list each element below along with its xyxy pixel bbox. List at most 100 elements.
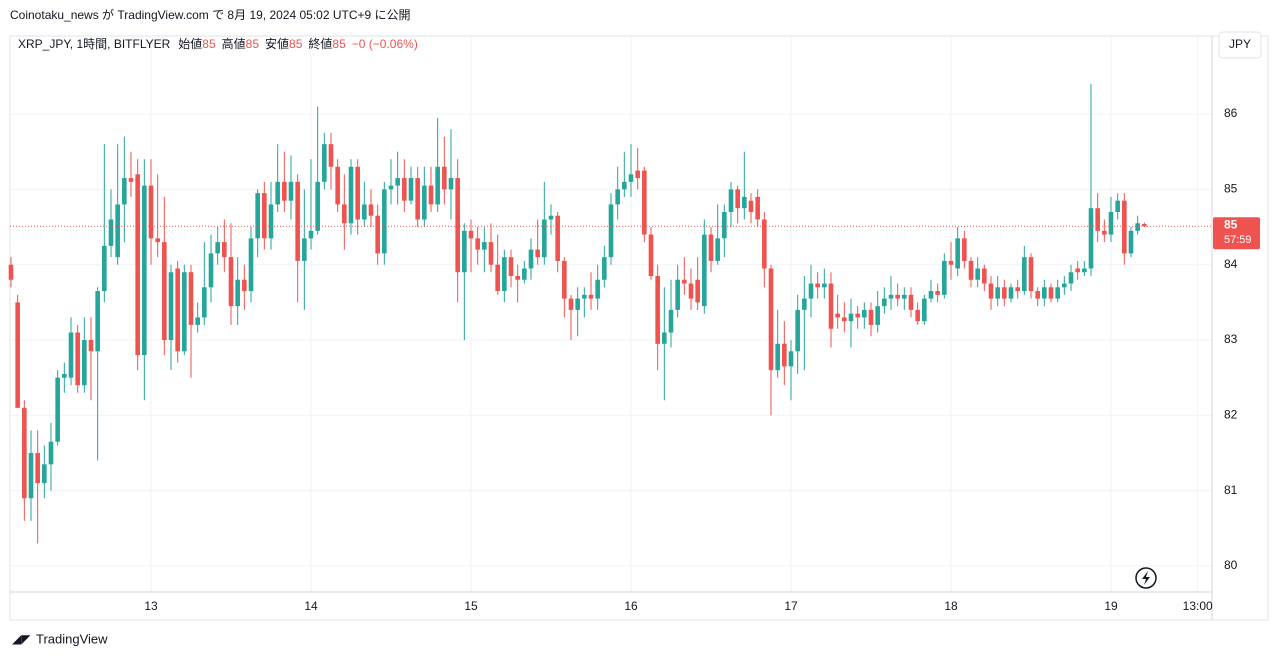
candle-body: [575, 298, 580, 310]
candle-body: [1088, 208, 1094, 269]
candle: [815, 272, 820, 299]
candle: [575, 287, 580, 337]
candle: [748, 193, 754, 224]
candle-body: [895, 294, 900, 299]
candle: [962, 230, 967, 269]
candle-body: [748, 200, 754, 212]
candle: [835, 294, 840, 329]
candle-body: [768, 268, 774, 371]
candle-body: [488, 242, 494, 265]
candle: [128, 151, 134, 197]
candle: [295, 174, 300, 303]
candle-body: [828, 283, 834, 329]
candle: [388, 159, 394, 205]
candle-body: [622, 181, 627, 190]
candle: [1035, 287, 1040, 307]
candle: [782, 321, 787, 386]
candle: [442, 136, 447, 205]
candle-body: [915, 309, 920, 322]
candle: [1108, 196, 1114, 243]
candle: [255, 189, 260, 258]
candle: [948, 242, 954, 280]
candle-body: [215, 242, 220, 254]
candle-body: [922, 298, 927, 322]
candle-body: [942, 260, 947, 295]
candle: [975, 257, 980, 288]
currency-button[interactable]: [1218, 31, 1262, 59]
candle-body: [15, 302, 20, 408]
candle: [235, 257, 240, 325]
candle-body: [635, 170, 640, 179]
candle-body: [395, 178, 400, 186]
candle-body: [468, 230, 474, 239]
candle-body: [795, 309, 800, 352]
icon-bolt: [1142, 571, 1150, 585]
candle: [68, 317, 74, 386]
candle: [1002, 279, 1007, 307]
candle-body: [862, 309, 867, 318]
candle-body: [1028, 257, 1034, 292]
candle: [742, 151, 747, 220]
candle-body: [495, 264, 500, 292]
candle-body: [1062, 283, 1067, 288]
replay-icon[interactable]: [1135, 567, 1157, 589]
candle-body: [342, 204, 347, 224]
candle: [542, 181, 547, 265]
candle-body: [22, 407, 27, 499]
candle: [955, 227, 960, 276]
x-tick-label: 16: [624, 599, 638, 613]
candle-body: [1015, 287, 1020, 292]
candle-body: [822, 283, 827, 288]
candle: [608, 193, 614, 265]
x-tick-label: 17: [784, 599, 798, 613]
candle-body: [142, 185, 147, 356]
candles: [8, 83, 1147, 544]
candle-body: [302, 238, 307, 261]
candle-body: [868, 309, 874, 325]
candle-body: [728, 189, 734, 212]
candle-body: [615, 189, 620, 205]
candle: [642, 166, 647, 243]
candle: [828, 272, 834, 348]
candle-body: [235, 279, 240, 307]
candle-body: [1082, 268, 1087, 273]
candle: [942, 253, 947, 299]
x-tick-label: 13:00: [1183, 599, 1213, 613]
candle-body: [208, 253, 214, 288]
candle-body: [335, 166, 340, 205]
candle: [615, 166, 620, 220]
candle: [428, 166, 434, 212]
legend-item-value: 85: [202, 37, 216, 51]
candle-body: [448, 178, 454, 190]
candle-body: [1142, 224, 1147, 227]
candle: [355, 159, 360, 235]
candle: [668, 279, 674, 348]
candle: [855, 306, 860, 329]
last-price-label: 85: [1224, 217, 1238, 231]
candle-body: [255, 193, 260, 239]
candle-body: [508, 257, 514, 276]
candle: [555, 211, 560, 273]
candle: [268, 181, 274, 250]
candle: [262, 181, 267, 250]
candle-body: [675, 279, 680, 310]
candle-body: [295, 181, 300, 261]
candle-body: [1135, 223, 1140, 231]
candle: [662, 287, 667, 401]
candle-body: [1008, 287, 1014, 299]
candle-body: [282, 181, 287, 201]
candle-body: [1102, 230, 1107, 235]
candle: [848, 298, 854, 348]
candle-body: [1122, 200, 1127, 254]
candle: [648, 227, 654, 280]
candle: [15, 294, 20, 408]
candle-body: [1048, 287, 1054, 299]
candle: [708, 227, 714, 273]
candle: [1075, 260, 1080, 280]
candle-body: [1108, 211, 1114, 235]
legend: XRP_JPY, 1時間, BITFLYER 始値85 高値85 安値85 終値85 −0…: [18, 36, 418, 51]
y-tick-label: 84: [1224, 257, 1238, 271]
candle-body: [548, 215, 554, 220]
candle: [48, 422, 54, 491]
candle-body: [262, 193, 267, 239]
